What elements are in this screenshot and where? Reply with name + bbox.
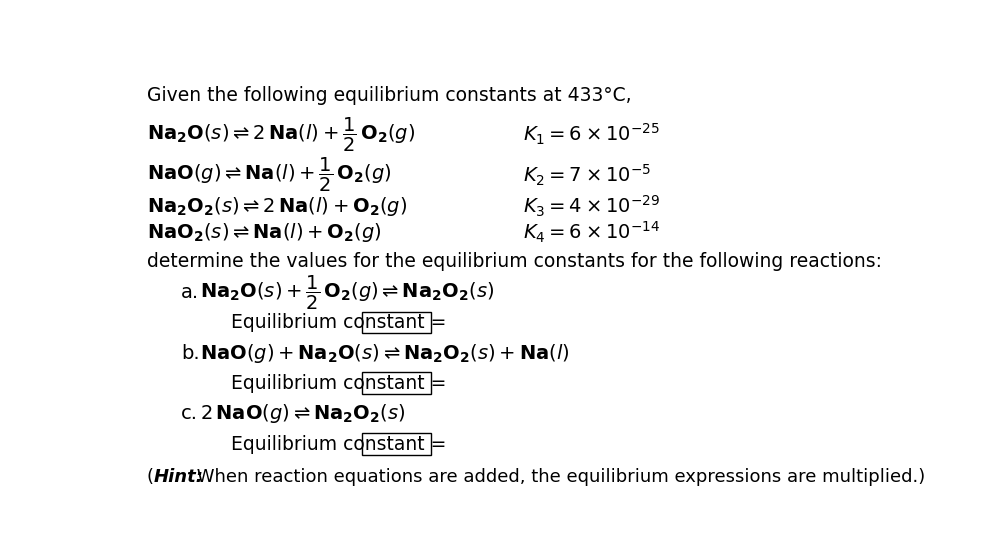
Text: $K_4 = 6 \times 10^{-14}$: $K_4 = 6 \times 10^{-14}$: [523, 220, 660, 245]
Text: $K_3 = 4 \times 10^{-29}$: $K_3 = 4 \times 10^{-29}$: [523, 194, 659, 219]
Text: $\mathbf{Na_2O}(\mathit{s}) \rightleftharpoons 2\,\mathbf{Na}(\mathit{l}) + \dfr: $\mathbf{Na_2O}(\mathit{s}) \rightleftha…: [147, 116, 415, 154]
FancyBboxPatch shape: [361, 372, 431, 394]
Text: Given the following equilibrium constants at 433°C,: Given the following equilibrium constant…: [147, 86, 632, 105]
Text: determine the values for the equilibrium constants for the following reactions:: determine the values for the equilibrium…: [147, 252, 882, 271]
Text: $\mathbf{Na_2O_2}(\mathit{s}) \rightleftharpoons 2\,\mathbf{Na}(\mathit{l}) + \m: $\mathbf{Na_2O_2}(\mathit{s}) \rightleft…: [147, 195, 407, 218]
Text: Equilibrium constant =: Equilibrium constant =: [232, 434, 446, 454]
Text: $K_2 = 7 \times 10^{-5}$: $K_2 = 7 \times 10^{-5}$: [523, 163, 651, 188]
Text: $\mathbf{NaO}(\mathit{g}) + \mathbf{Na_2O}(\mathit{s}) \rightleftharpoons \mathb: $\mathbf{NaO}(\mathit{g}) + \mathbf{Na_2…: [200, 342, 570, 365]
Text: b.: b.: [181, 343, 200, 363]
FancyBboxPatch shape: [361, 312, 431, 333]
Text: Equilibrium constant =: Equilibrium constant =: [232, 313, 446, 332]
Text: When reaction equations are added, the equilibrium expressions are multiplied.): When reaction equations are added, the e…: [191, 468, 926, 486]
Text: (: (: [147, 468, 153, 486]
Text: Hint:: Hint:: [153, 468, 204, 486]
Text: a.: a.: [181, 283, 199, 302]
Text: $\mathbf{NaO_2}(\mathit{s}) \rightleftharpoons \mathbf{Na}(\mathit{l}) + \mathbf: $\mathbf{NaO_2}(\mathit{s}) \rightleftha…: [147, 222, 381, 244]
Text: Equilibrium constant =: Equilibrium constant =: [232, 373, 446, 392]
Text: $\mathbf{NaO}(\mathit{g}) \rightleftharpoons \mathbf{Na}(\mathit{l}) + \dfrac{1}: $\mathbf{NaO}(\mathit{g}) \rightleftharp…: [147, 156, 391, 194]
Text: $2\,\mathbf{NaO}(\mathit{g}) \rightleftharpoons \mathbf{Na_2O_2}(\mathit{s})$: $2\,\mathbf{NaO}(\mathit{g}) \rightlefth…: [200, 402, 406, 425]
Text: $K_1 = 6 \times 10^{-25}$: $K_1 = 6 \times 10^{-25}$: [523, 122, 659, 147]
Text: $\mathbf{Na_2O}(\mathit{s}) + \dfrac{1}{2}\,\mathbf{O_2}(\mathit{g}) \rightlefth: $\mathbf{Na_2O}(\mathit{s}) + \dfrac{1}{…: [200, 274, 495, 311]
FancyBboxPatch shape: [361, 433, 431, 455]
Text: c.: c.: [181, 404, 198, 423]
